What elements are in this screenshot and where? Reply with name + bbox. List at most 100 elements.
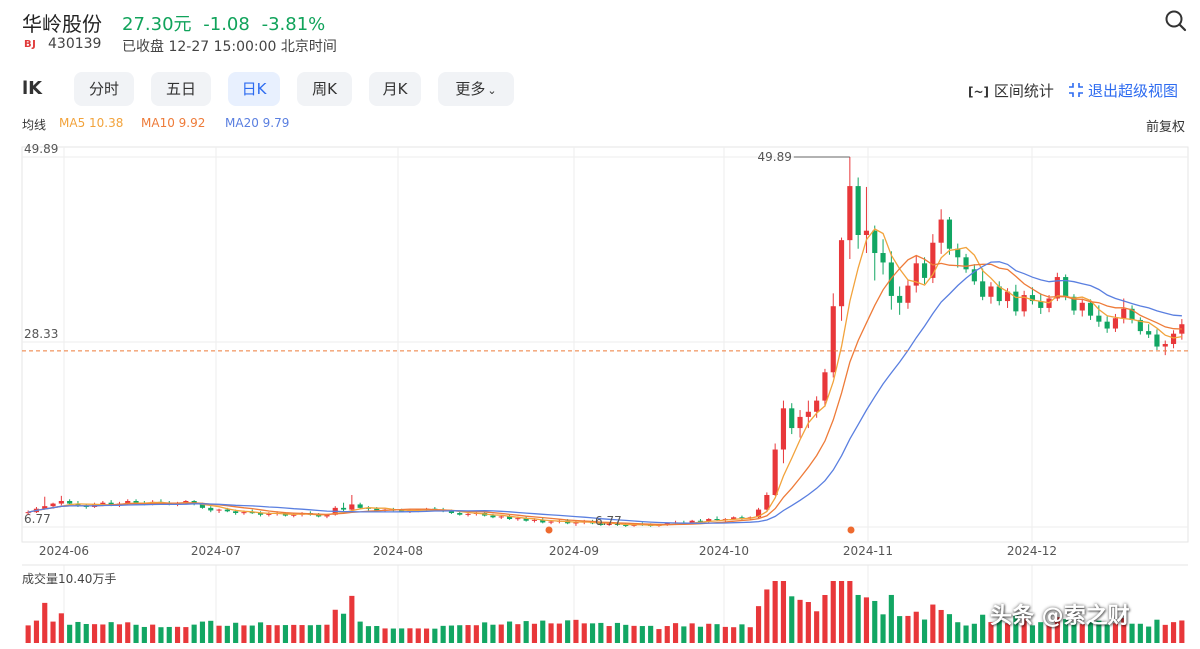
volume-bar — [855, 594, 861, 643]
exchange-badge: BJ — [24, 39, 37, 50]
volume-bar — [847, 581, 853, 643]
candle-body — [1170, 333, 1177, 344]
volume-bar — [581, 623, 587, 643]
candle-body — [133, 501, 139, 503]
candle-body — [1063, 277, 1069, 297]
volume-bar — [656, 629, 662, 643]
candle-body — [1162, 343, 1168, 347]
candle-body — [208, 507, 214, 511]
exit-super-view-button[interactable]: 退出超级视图 — [1068, 80, 1178, 101]
range-stats-button[interactable]: [~] 区间统计 — [968, 80, 1054, 101]
volume-bar — [863, 597, 870, 643]
candle-body — [506, 516, 513, 520]
volume-bar — [299, 625, 305, 643]
volume-bar — [822, 595, 828, 643]
candle-body — [789, 408, 795, 429]
candle-body — [689, 520, 695, 524]
x-tick-label: 2024-06 — [39, 544, 89, 558]
volume-bar — [1054, 617, 1060, 643]
volume-bar — [681, 626, 687, 643]
volume-bar — [399, 628, 405, 643]
tab-monthly-k[interactable]: 月K — [369, 72, 421, 106]
volume-bar — [888, 594, 894, 643]
volume-bar — [382, 628, 388, 643]
candle-body — [548, 521, 554, 523]
watermark: 头条 @索之财 — [990, 604, 1130, 629]
volume-bar — [1079, 624, 1085, 643]
volume-bar — [50, 621, 56, 643]
volume-bar — [623, 624, 629, 643]
volume-bar — [506, 621, 513, 643]
candle-body — [623, 525, 629, 527]
candle-body — [1087, 302, 1094, 316]
adjust-mode[interactable]: 前复权 — [1146, 120, 1186, 135]
candle-body — [1004, 291, 1011, 302]
volume-bar — [772, 581, 778, 643]
volume-bar — [930, 604, 936, 643]
x-tick-label: 2024-07 — [191, 544, 241, 558]
candle-body — [980, 281, 986, 297]
volume-bar — [1071, 622, 1077, 643]
volume-bar — [1129, 623, 1135, 643]
stock-code: 430139 — [48, 36, 102, 52]
high-annotation-label: 49.89 — [757, 150, 791, 164]
range-stats-label: 区间统计 — [993, 82, 1054, 100]
volume-bar — [42, 602, 48, 643]
tab-five-day[interactable]: 五日 — [151, 72, 211, 106]
volume-bar — [332, 609, 338, 643]
volume-bar — [1137, 623, 1143, 643]
candle-body — [257, 513, 264, 515]
event-marker — [545, 526, 553, 534]
volume-bar — [224, 625, 230, 643]
volume-bar — [971, 623, 977, 643]
candle-body — [731, 517, 737, 520]
candle-body — [1154, 334, 1160, 347]
volume-bar — [307, 625, 313, 643]
volume-label: 成交量10.40万手 — [22, 572, 117, 586]
volume-bar — [33, 620, 40, 643]
volume-bar — [1013, 614, 1019, 643]
volume-bar — [274, 625, 280, 643]
volume-bar — [349, 595, 355, 643]
volume-bar — [141, 626, 147, 643]
tab-daily-k[interactable]: 日K — [228, 72, 280, 106]
x-tick-label: 2024-09 — [549, 544, 599, 558]
candle-body — [465, 513, 471, 515]
candle-body — [1013, 291, 1019, 312]
tab-more[interactable]: 更多 ⌄ — [438, 72, 514, 106]
volume-bar — [946, 614, 953, 643]
tab-intraday[interactable]: 分时 — [74, 72, 134, 106]
candle-body — [863, 230, 870, 235]
price-quote: 27.30元 -1.08 -3.81% — [122, 10, 331, 36]
candle-body — [897, 295, 903, 303]
candle-body — [25, 512, 31, 514]
search-icon[interactable] — [1163, 8, 1189, 34]
volume-bar — [1162, 624, 1168, 643]
volume-bar — [25, 625, 31, 643]
volume-bar — [423, 628, 430, 643]
candle-body — [814, 400, 820, 412]
volume-bar — [257, 622, 264, 643]
volume-bar — [639, 626, 645, 643]
tab-weekly-k[interactable]: 周K — [297, 72, 352, 106]
candle-body — [1054, 277, 1060, 299]
candle-body — [324, 514, 330, 517]
candle-body — [540, 519, 546, 523]
candle-body — [822, 372, 828, 401]
volume-bar — [789, 596, 795, 643]
volume-bar — [955, 622, 961, 643]
candle-body — [955, 248, 961, 258]
ma10-value: MA10 9.92 — [141, 116, 206, 130]
candle-body — [946, 219, 953, 249]
volume-bar — [266, 625, 272, 643]
volume-bar — [83, 624, 89, 643]
candle-body — [241, 512, 247, 514]
volume-bar — [540, 620, 546, 643]
ma20-value: MA20 9.79 — [225, 116, 290, 130]
candle-body — [697, 520, 704, 522]
candle-body — [913, 263, 919, 286]
volume-bar — [473, 625, 479, 643]
kline-toggle-icon[interactable]: lK — [22, 78, 43, 99]
volume-bar — [573, 619, 579, 643]
